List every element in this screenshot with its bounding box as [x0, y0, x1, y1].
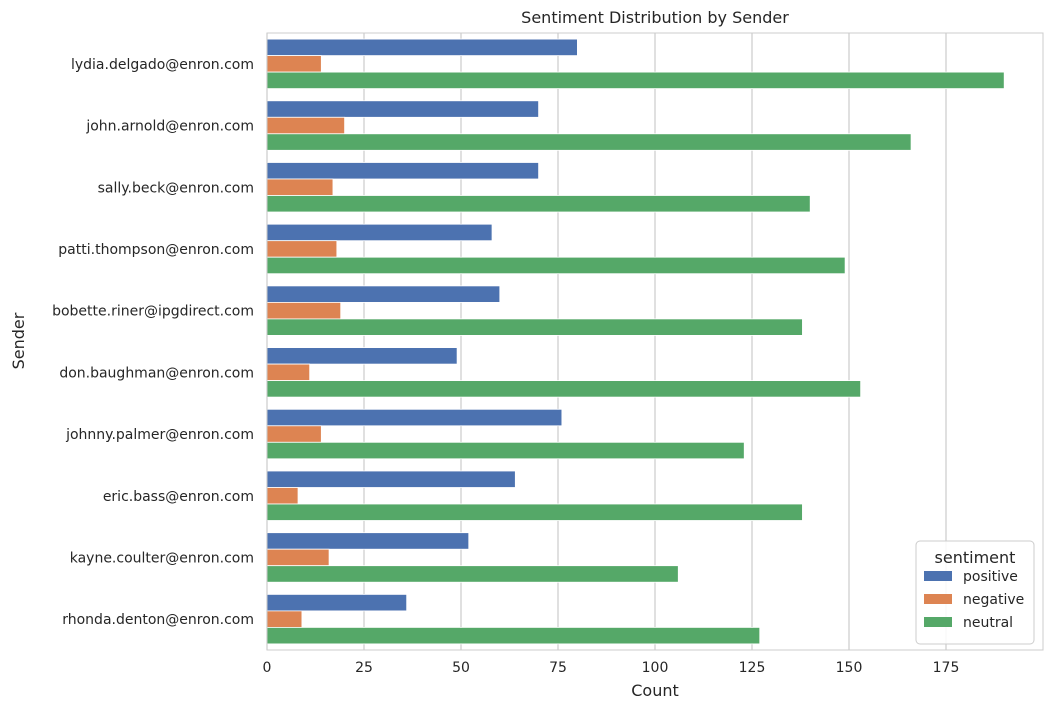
bar-positive	[266, 100, 540, 118]
plot-frame	[266, 32, 1044, 651]
bar-neutral	[266, 627, 761, 645]
y-tick-label: bobette.riner@ipgdirect.com	[52, 304, 254, 320]
bar-negative	[266, 240, 338, 258]
bar-positive	[266, 162, 540, 180]
bar-neutral	[266, 380, 862, 398]
bar-negative	[266, 301, 342, 320]
bar-positive	[266, 38, 578, 56]
y-tick-label: kayne.coulter@enron.com	[70, 550, 254, 566]
y-tick-labels: lydia.delgado@enron.com john.arnold@enron…	[52, 57, 254, 628]
legend-title: sentiment	[935, 548, 1016, 567]
bar-negative	[266, 363, 311, 382]
x-tick-label: 150	[836, 660, 863, 676]
y-axis-label: Sender	[9, 312, 28, 369]
legend-label-positive: positive	[963, 569, 1018, 585]
y-tick-label: rhonda.denton@enron.com	[62, 612, 254, 628]
x-tick-label: 75	[549, 660, 567, 676]
x-tick-label: 25	[355, 660, 373, 676]
bar-negative	[266, 487, 299, 505]
bar-negative	[266, 116, 345, 135]
bar-negative	[266, 55, 322, 73]
bar-positive	[266, 347, 458, 365]
bar-neutral	[266, 565, 679, 583]
x-tick-label: 100	[642, 660, 669, 676]
x-tick-label: 125	[739, 660, 766, 676]
bar-positive	[266, 285, 501, 303]
x-axis-label: Count	[631, 681, 679, 700]
bar-neutral	[266, 71, 1005, 89]
bar-positive	[266, 408, 563, 427]
bar-neutral	[266, 441, 745, 460]
legend-label-negative: negative	[963, 592, 1024, 608]
y-tick-label: eric.bass@enron.com	[103, 489, 254, 505]
grid-lines	[266, 33, 947, 650]
bar-negative	[266, 610, 303, 628]
bar-negative	[266, 178, 334, 196]
bar-positive	[266, 470, 516, 488]
bar-negative	[266, 425, 322, 443]
x-tick-label: 0	[263, 660, 272, 676]
bar-neutral	[266, 195, 811, 213]
legend-items: positive negative neutral	[924, 569, 1024, 631]
bar-neutral	[266, 133, 912, 151]
legend-swatch-neutral	[924, 617, 952, 627]
y-tick-label: sally.beck@enron.com	[98, 180, 254, 196]
bar-neutral	[266, 503, 803, 521]
y-tick-label: lydia.delgado@enron.com	[71, 57, 254, 73]
legend-label-neutral: neutral	[963, 615, 1013, 631]
bar-positive	[266, 223, 493, 242]
bar-neutral	[266, 256, 846, 275]
legend-swatch-positive	[924, 571, 952, 581]
bar-positive	[266, 594, 408, 612]
x-tick-labels: 0 25 50 75 100 125 150 175	[263, 660, 960, 676]
chart-title: Sentiment Distribution by Sender	[521, 8, 789, 27]
y-tick-label: patti.thompson@enron.com	[58, 242, 254, 258]
x-tick-label: 50	[452, 660, 470, 676]
bars	[266, 38, 1005, 645]
x-tick-label: 175	[933, 660, 960, 676]
y-tick-label: don.baughman@enron.com	[59, 365, 254, 381]
y-tick-label: john.arnold@enron.com	[85, 119, 254, 135]
bar-positive	[266, 532, 470, 550]
bar-negative	[266, 548, 330, 567]
legend-swatch-negative	[924, 594, 952, 604]
legend: sentiment positive negative neutral	[915, 540, 1035, 645]
bar-neutral	[266, 318, 803, 336]
y-tick-label: johnny.palmer@enron.com	[65, 427, 254, 443]
